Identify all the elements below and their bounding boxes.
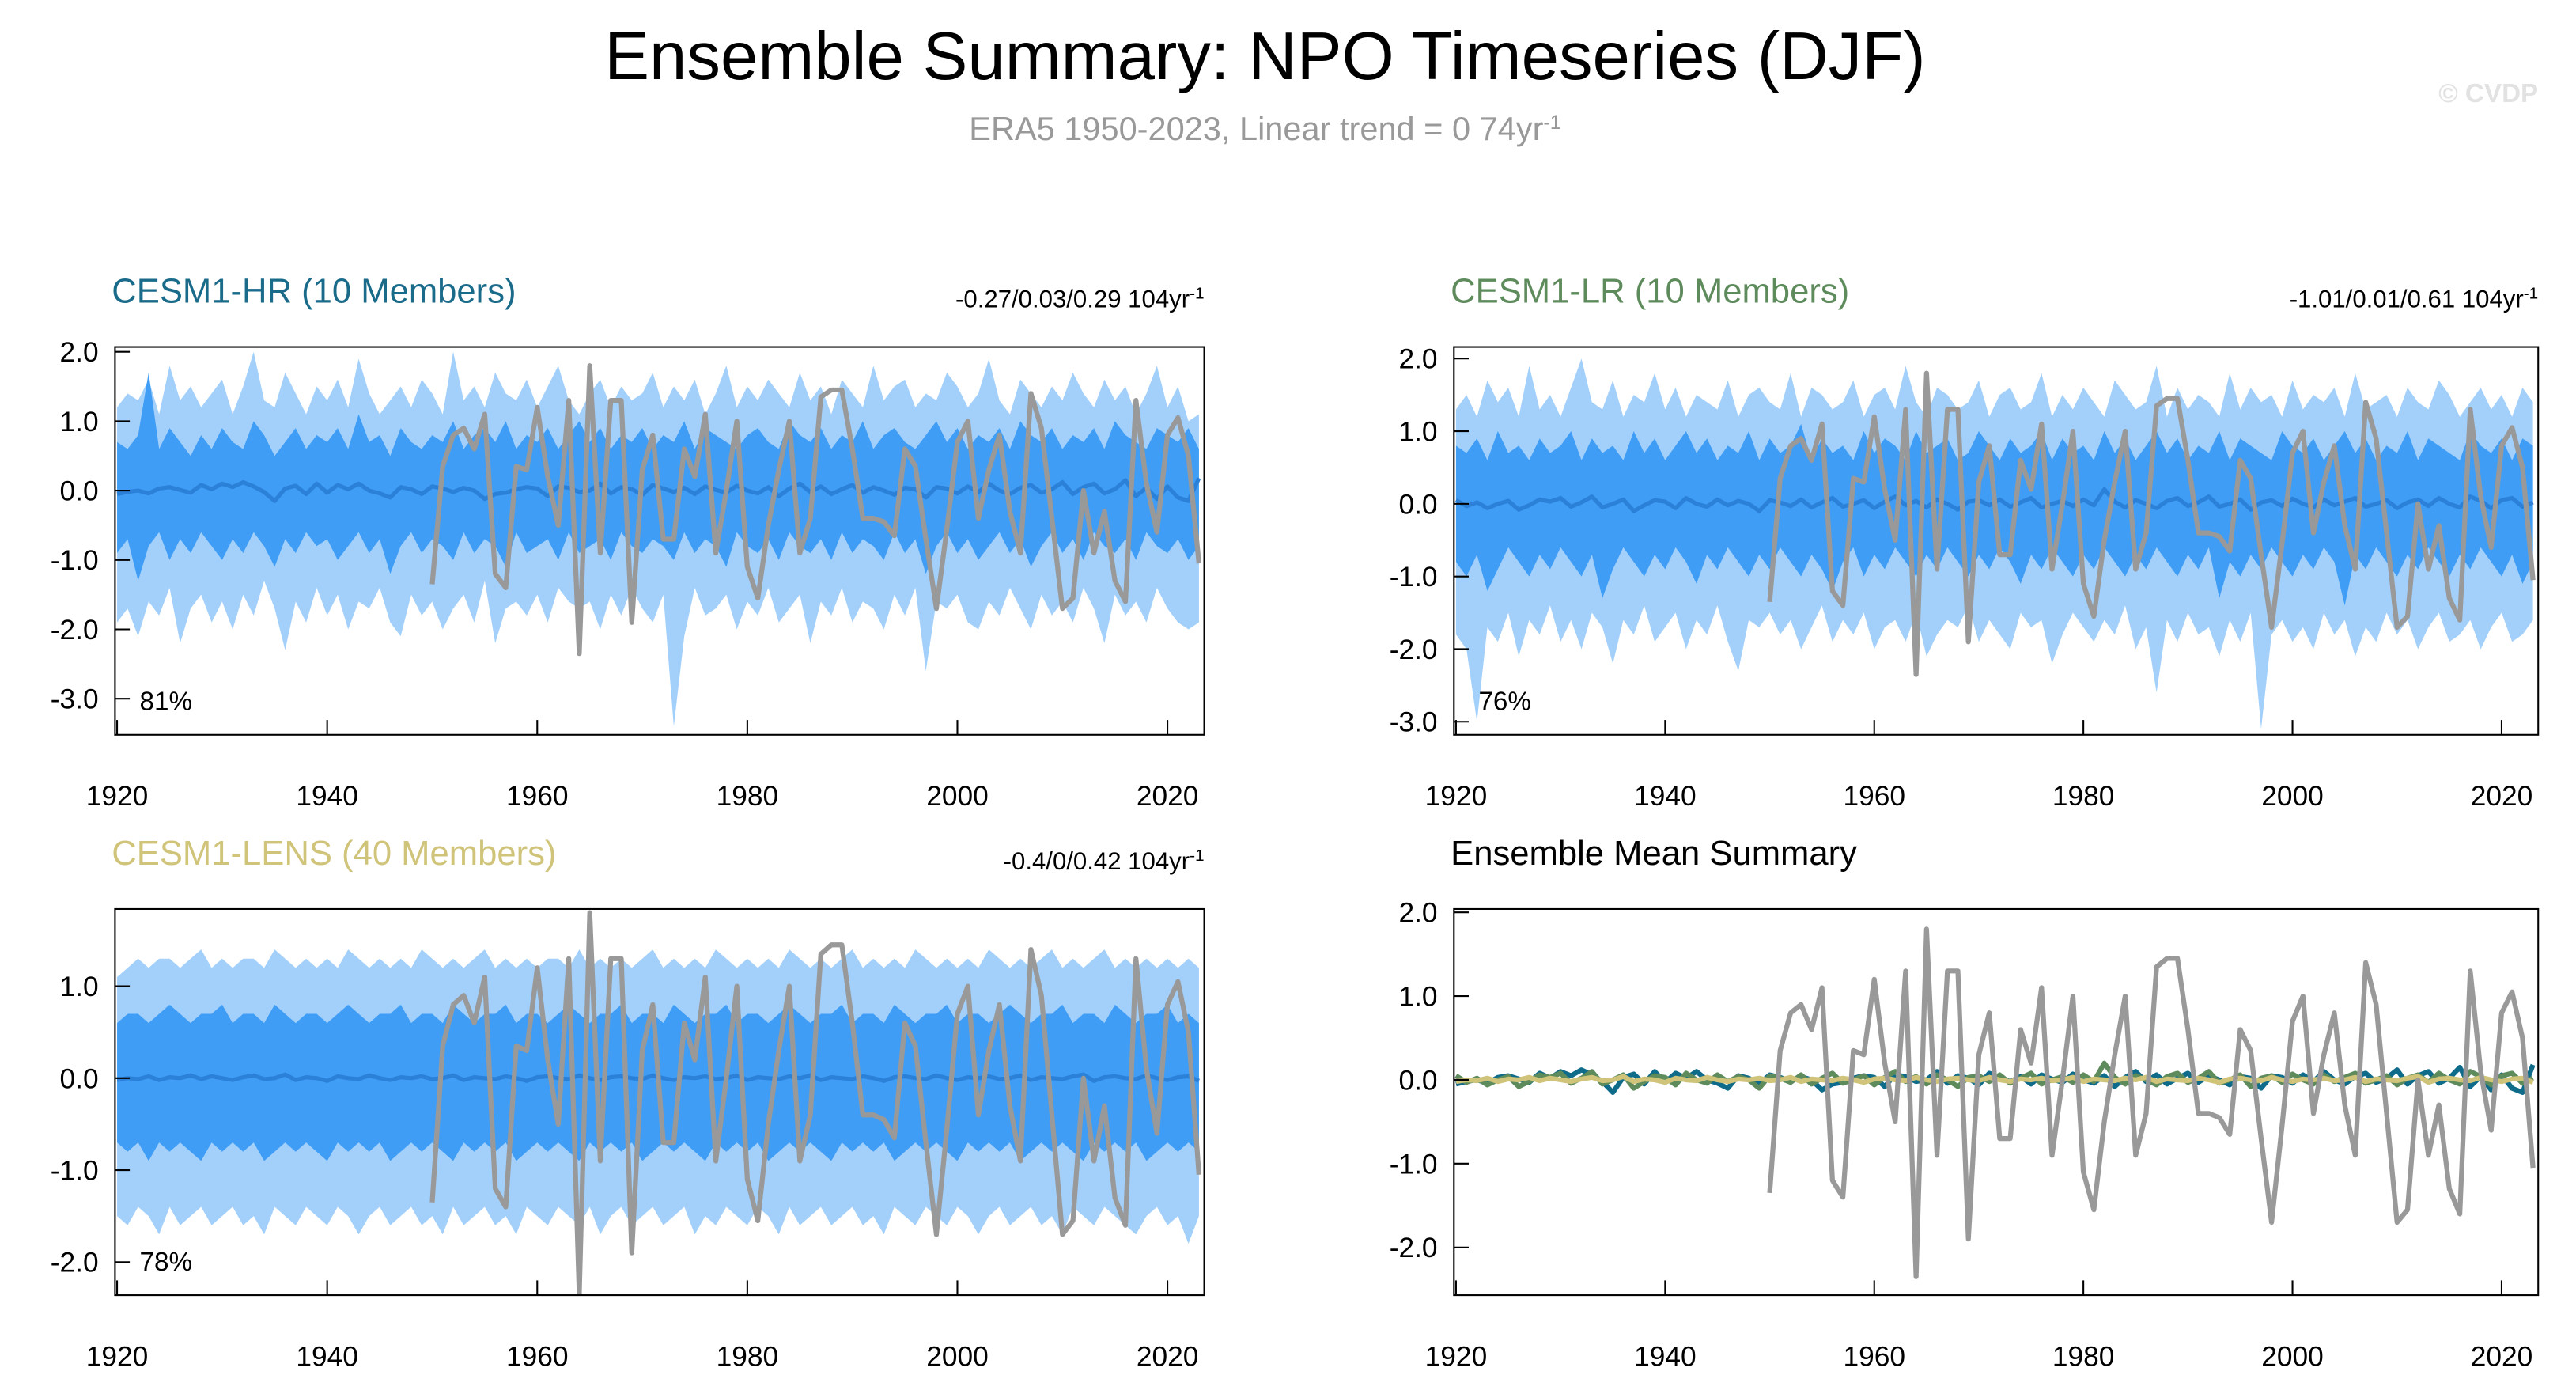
plot-frame — [1453, 346, 2540, 736]
panel-title: CESM1-LR (10 Members) — [1451, 272, 1849, 310]
y-tick-label: 1.0 — [1398, 982, 1437, 1013]
y-tick-label: 2.0 — [60, 337, 99, 368]
percent-label: 78% — [140, 1248, 193, 1277]
x-tick-label: 2020 — [1137, 781, 1199, 812]
figure-title: Ensemble Summary: NPO Timeseries (DJF) — [604, 19, 1925, 94]
x-tick-label: 1980 — [2052, 781, 2115, 812]
x-tick-label: 1920 — [1425, 781, 1488, 812]
series-line — [1767, 926, 2536, 1279]
plot-frame — [1453, 907, 2540, 1297]
x-tick-label: 1920 — [86, 781, 149, 812]
credit: © CVDP — [2438, 79, 2538, 108]
stats-superscript: -1 — [1190, 284, 1204, 302]
y-tick-label: -2.0 — [1390, 634, 1438, 665]
y-tick-label: 1.0 — [60, 972, 99, 1002]
y-tick-label: -1.0 — [1390, 562, 1438, 593]
x-tick-label: 2020 — [1137, 1341, 1199, 1372]
subtitle-superscript: -1 — [1543, 112, 1560, 134]
observed-line — [429, 363, 1202, 657]
stats-superscript: -1 — [1190, 847, 1204, 865]
plot-area — [1454, 926, 2536, 1279]
stats-label: -0.27/0.03/0.29 104yr-1 — [955, 284, 1205, 313]
observed-line — [1767, 370, 2536, 677]
x-tick-label: 2000 — [2261, 781, 2324, 812]
x-tick-label: 1960 — [1843, 1341, 1905, 1372]
stats-superscript: -1 — [2524, 284, 2538, 302]
panel-title: CESM1-HR (10 Members) — [112, 272, 516, 310]
x-tick-label: 1940 — [1634, 781, 1697, 812]
stats-text: -0.27/0.03/0.29 104yr — [955, 286, 1190, 313]
y-tick-label: 2.0 — [1398, 898, 1437, 929]
x-tick-label: 2000 — [926, 781, 989, 812]
y-tick-label: -1.0 — [51, 1155, 99, 1186]
x-tick-label: 1940 — [1634, 1341, 1697, 1372]
plot-area — [116, 910, 1202, 1296]
stats-label: -1.01/0.01/0.61 104yr-1 — [2290, 284, 2539, 313]
stats-text: -1.01/0.01/0.61 104yr — [2290, 286, 2524, 313]
x-tick-label: 1940 — [296, 1341, 358, 1372]
panel-title: Ensemble Mean Summary — [1451, 835, 1857, 873]
y-tick-label: -3.0 — [1390, 707, 1438, 738]
stats-label: -0.4/0/0.42 104yr-1 — [1004, 847, 1205, 876]
plot-area — [1454, 358, 2536, 729]
subtitle-text: ERA5 1950-2023, Linear trend = 0 74yr — [969, 110, 1543, 147]
plot-frame — [114, 907, 1205, 1297]
plot-frame — [114, 346, 1205, 736]
x-tick-label: 1940 — [296, 781, 358, 812]
stats-text: -0.4/0/0.42 104yr — [1004, 847, 1190, 875]
panel-title: CESM1-LENS (40 Members) — [112, 835, 556, 873]
x-tick-label: 2000 — [926, 1341, 989, 1372]
x-tick-label: 1960 — [1843, 781, 1905, 812]
x-tick-label: 1960 — [506, 1341, 569, 1372]
y-tick-label: -1.0 — [1390, 1149, 1438, 1180]
plot-area — [116, 351, 1202, 727]
percent-label: 81% — [140, 688, 193, 717]
y-tick-label: 0.0 — [1398, 489, 1437, 520]
x-tick-label: 1920 — [86, 1341, 149, 1372]
y-tick-label: -2.0 — [51, 615, 99, 646]
x-tick-label: 1980 — [717, 781, 779, 812]
x-tick-label: 1980 — [2052, 1341, 2115, 1372]
x-tick-label: 2000 — [2261, 1341, 2324, 1372]
percent-label: 76% — [1478, 688, 1530, 717]
y-tick-label: -1.0 — [51, 545, 99, 576]
y-tick-label: 1.0 — [1398, 417, 1437, 448]
y-tick-label: 1.0 — [60, 407, 99, 438]
y-tick-label: 2.0 — [1398, 344, 1437, 375]
x-tick-label: 1980 — [717, 1341, 779, 1372]
figure-subtitle: ERA5 1950-2023, Linear trend = 0 74yr-1 — [969, 110, 1560, 147]
observed-line — [429, 910, 1202, 1296]
x-tick-label: 2020 — [2471, 781, 2533, 812]
x-tick-label: 2020 — [2471, 1341, 2533, 1372]
x-tick-label: 1920 — [1425, 1341, 1488, 1372]
y-tick-label: -3.0 — [51, 684, 99, 715]
y-tick-label: -2.0 — [51, 1248, 99, 1278]
y-tick-label: 0.0 — [60, 476, 99, 507]
y-tick-label: 0.0 — [1398, 1065, 1437, 1096]
y-tick-label: -2.0 — [1390, 1233, 1438, 1263]
x-tick-label: 1960 — [506, 781, 569, 812]
y-tick-label: 0.0 — [60, 1063, 99, 1094]
